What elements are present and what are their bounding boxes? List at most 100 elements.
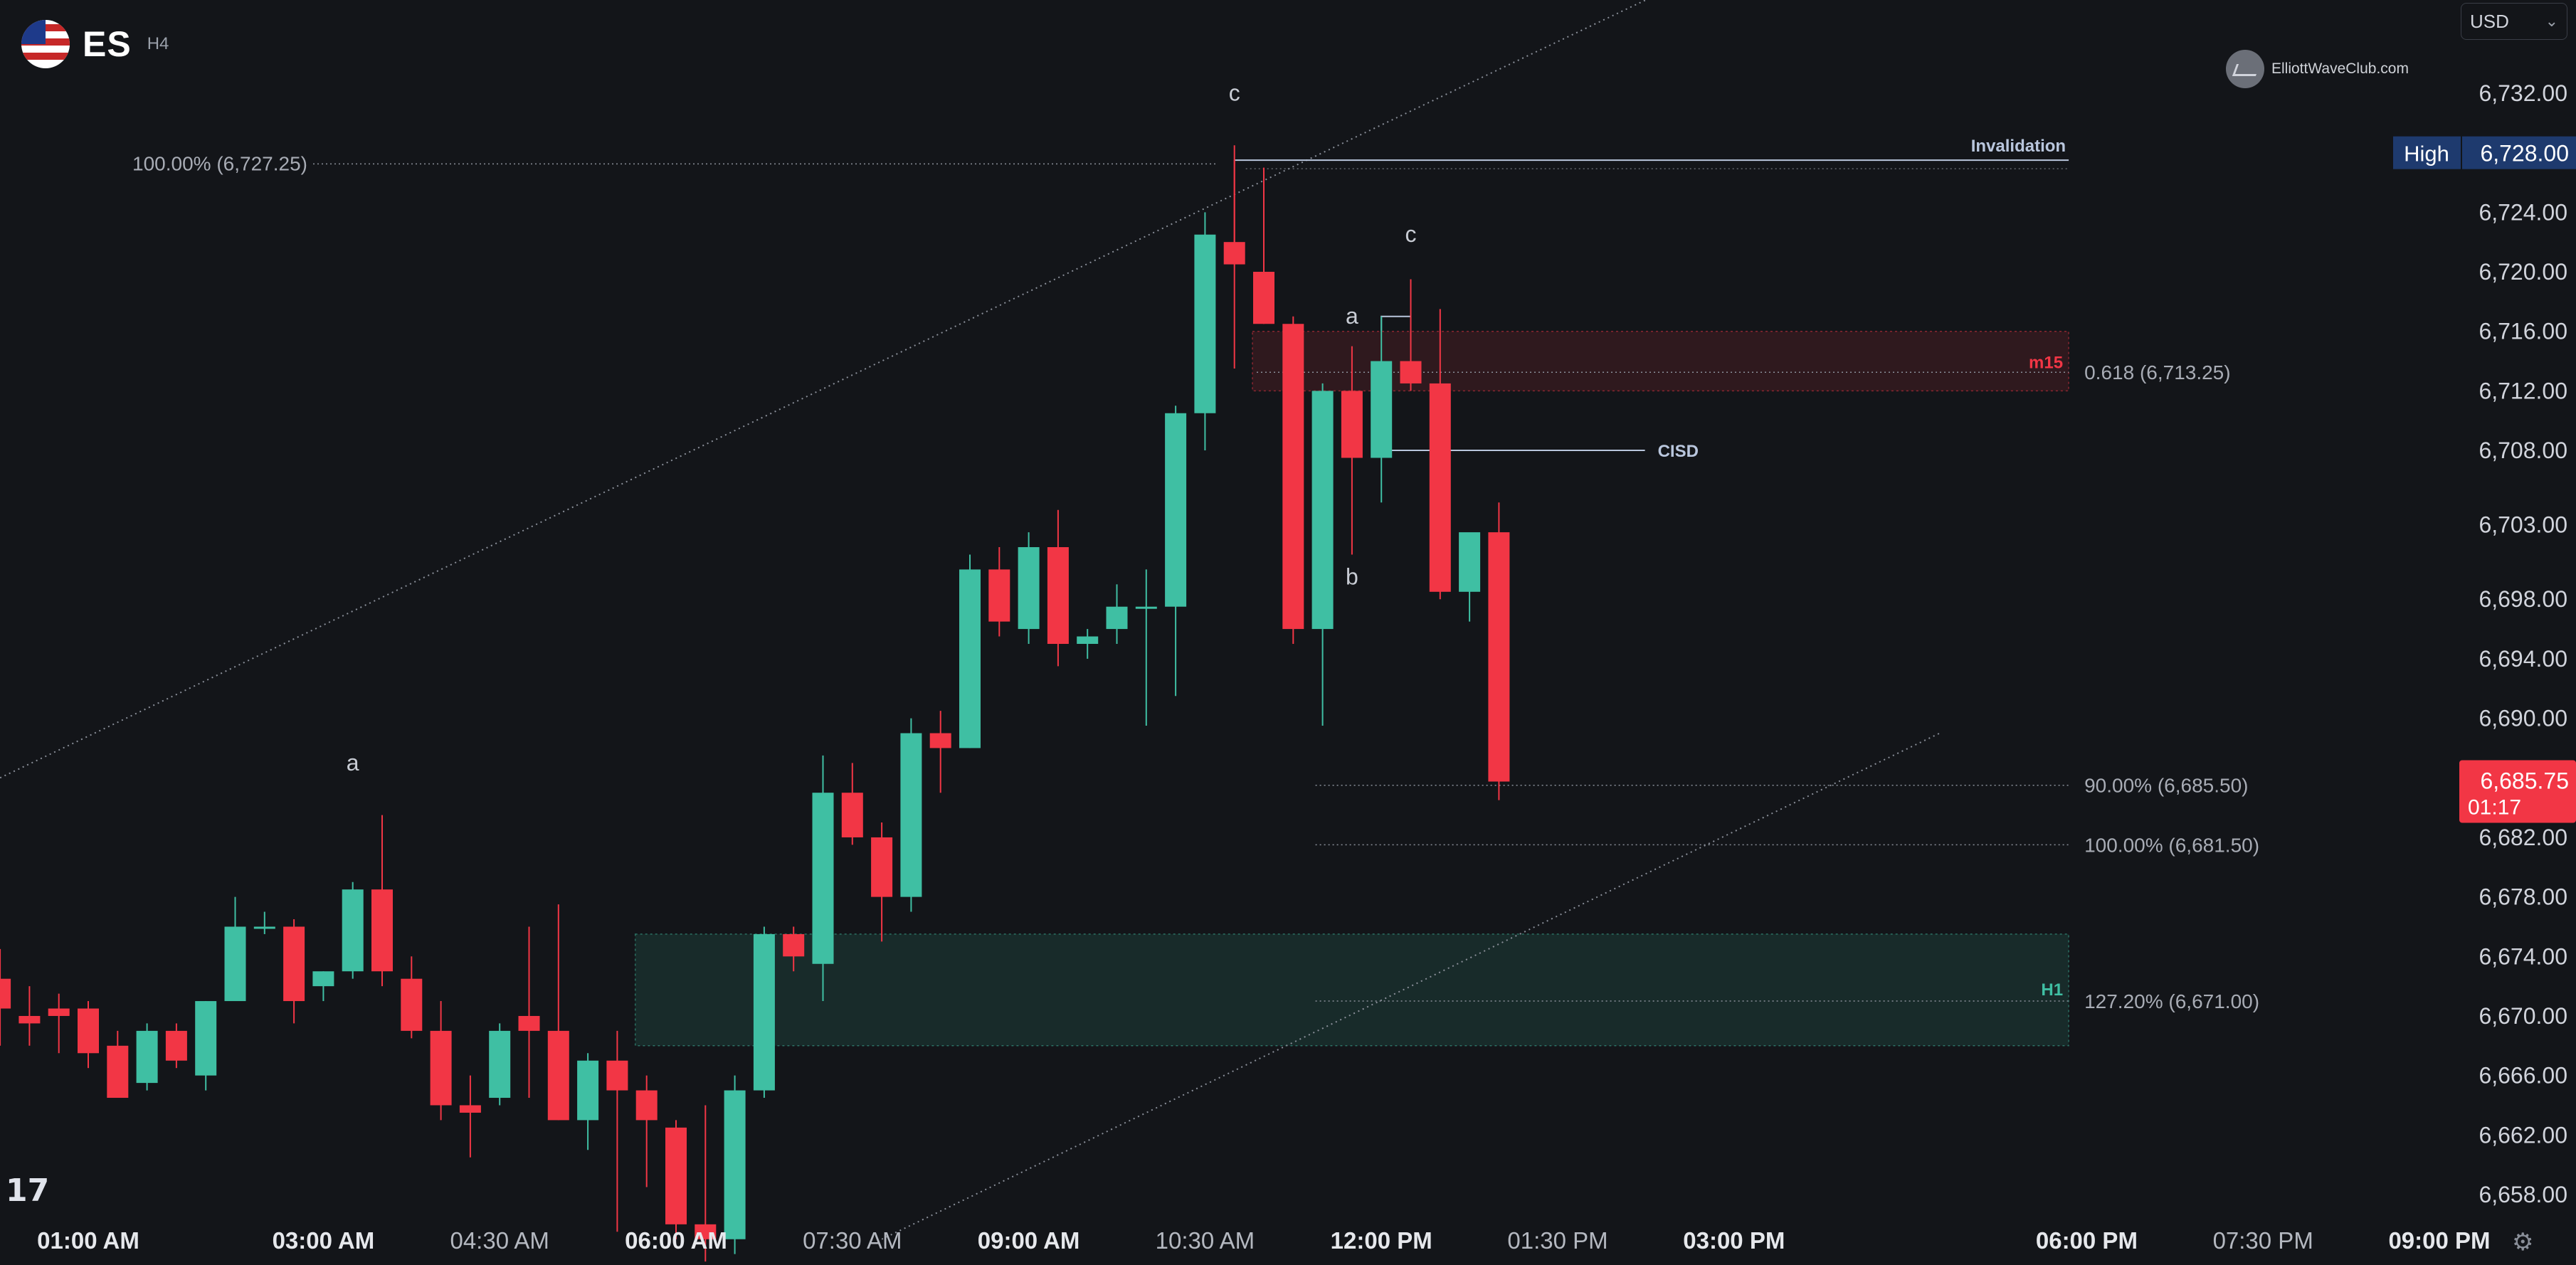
candle-up[interactable] [1194, 234, 1216, 413]
candle-down[interactable] [929, 733, 951, 748]
candle-down[interactable] [165, 1030, 187, 1061]
time-tick-label: 07:30 AM [803, 1227, 902, 1254]
currency-label: USD [2470, 10, 2509, 32]
candle-down[interactable] [1400, 361, 1422, 383]
fib-level-label: 100.00% (6,681.50) [2084, 834, 2259, 856]
zone-h1 [634, 933, 2069, 1047]
tradingview-logo-icon[interactable]: 17 [6, 1173, 50, 1209]
cisd-label: CISD [1658, 442, 1699, 461]
candle-up[interactable] [195, 1001, 217, 1076]
time-tick-label: 07:30 PM [2213, 1227, 2313, 1254]
wave-label: c [1405, 221, 1417, 247]
price-tick-label: 6,703.00 [2479, 512, 2567, 538]
price-tick-label: 6,698.00 [2479, 586, 2567, 612]
price-tick-label: 6,682.00 [2479, 825, 2567, 850]
price-tick-label: 6,670.00 [2479, 1003, 2567, 1029]
candle-up[interactable] [1106, 606, 1128, 630]
candle-up[interactable] [959, 569, 981, 748]
candle-down[interactable] [371, 889, 393, 972]
candle-up[interactable] [1459, 532, 1481, 592]
fib-level-label: 0.618 (6,713.25) [2084, 361, 2231, 383]
time-tick-label: 01:00 AM [37, 1227, 139, 1254]
candle-down[interactable] [401, 978, 423, 1031]
candle-down[interactable] [695, 1224, 717, 1239]
candle-up[interactable] [312, 971, 334, 987]
price-tick-label: 6,678.00 [2479, 884, 2567, 910]
candle-down[interactable] [871, 837, 893, 897]
time-tick-label: 10:30 AM [1156, 1227, 1255, 1254]
candle-down[interactable] [1047, 547, 1069, 644]
time-tick-label: 04:30 AM [450, 1227, 549, 1254]
symbol-name: ES [83, 24, 132, 64]
candle-down[interactable] [19, 1015, 41, 1024]
candle-down[interactable] [1429, 383, 1451, 592]
time-tick-label: 06:00 AM [625, 1227, 727, 1254]
candle-down[interactable] [107, 1045, 129, 1099]
currency-select[interactable]: USD ⌄ [2461, 3, 2567, 40]
candle-up[interactable] [812, 793, 834, 964]
time-tick-label: 09:00 AM [978, 1227, 1080, 1254]
price-tick-label: 6,712.00 [2479, 378, 2567, 403]
candle-down[interactable] [0, 978, 11, 1009]
price-tick-label: 6,732.00 [2479, 80, 2567, 106]
time-tick-label: 03:00 AM [273, 1227, 375, 1254]
candle-down[interactable] [988, 569, 1010, 622]
candle-up[interactable] [900, 733, 922, 897]
watermark-text: ElliottWaveClub.com [2271, 60, 2409, 77]
candle-down[interactable] [547, 1030, 569, 1121]
us-flag-icon [21, 20, 70, 68]
candle-down[interactable] [78, 1008, 99, 1054]
candle-down[interactable] [459, 1105, 481, 1113]
last-price-value: 6,685.75 [2480, 768, 2569, 794]
candle-up[interactable] [489, 1030, 511, 1099]
candle-up[interactable] [1371, 361, 1393, 458]
wave-logo-icon [2226, 50, 2264, 88]
time-tick-label: 06:00 PM [2036, 1227, 2138, 1254]
high-badge-value: 6,728.00 [2480, 141, 2569, 166]
price-tick-label: 6,662.00 [2479, 1122, 2567, 1148]
candle-up[interactable] [342, 889, 364, 972]
watermark: ElliottWaveClub.com [2226, 50, 2409, 88]
candle-down[interactable] [518, 1015, 540, 1031]
candle-down[interactable] [430, 1030, 452, 1106]
candle-down[interactable] [1223, 242, 1245, 265]
invalidation-label: Invalidation [1971, 137, 2066, 156]
candle-up[interactable] [753, 933, 775, 1091]
candle-down[interactable] [665, 1127, 687, 1224]
candle-up[interactable] [136, 1030, 158, 1084]
fib-level-label: 90.00% (6,685.50) [2084, 775, 2248, 797]
candle-up[interactable] [577, 1060, 599, 1121]
trendline [881, 732, 1941, 1240]
candle-up[interactable] [253, 926, 275, 929]
candle-down[interactable] [841, 793, 863, 837]
price-tick-label: 6,720.00 [2479, 259, 2567, 285]
candle-down[interactable] [48, 1008, 70, 1016]
candle-down[interactable] [635, 1090, 658, 1121]
candle-up[interactable] [1077, 636, 1099, 644]
zone-label: H1 [2041, 980, 2063, 1000]
chevron-down-icon: ⌄ [2545, 12, 2558, 30]
bar-countdown: 01:17 [2468, 796, 2521, 820]
last-price-badge[interactable] [2459, 760, 2576, 823]
candle-up[interactable] [1018, 547, 1040, 630]
symbol-header[interactable]: ES H4 [21, 16, 169, 73]
candle-down[interactable] [283, 926, 305, 1002]
candle-down[interactable] [1341, 391, 1363, 458]
high-badge-value-box [2462, 136, 2576, 169]
candle-down[interactable] [1488, 532, 1510, 782]
wave-label: b [1346, 563, 1358, 589]
candle-down[interactable] [783, 933, 805, 957]
candle-up[interactable] [224, 926, 246, 1002]
candle-down[interactable] [1282, 324, 1304, 630]
candle-up[interactable] [1311, 391, 1334, 630]
gear-icon[interactable]: ⚙ [2512, 1229, 2534, 1256]
candle-down[interactable] [1253, 272, 1274, 324]
candle-up[interactable] [724, 1090, 746, 1239]
price-tick-label: 6,658.00 [2479, 1182, 2567, 1207]
candle-up[interactable] [1135, 606, 1157, 609]
candle-up[interactable] [1165, 413, 1187, 607]
wave-label: c [1229, 80, 1240, 105]
candle-down[interactable] [606, 1060, 628, 1091]
price-tick-label: 6,708.00 [2479, 438, 2567, 463]
